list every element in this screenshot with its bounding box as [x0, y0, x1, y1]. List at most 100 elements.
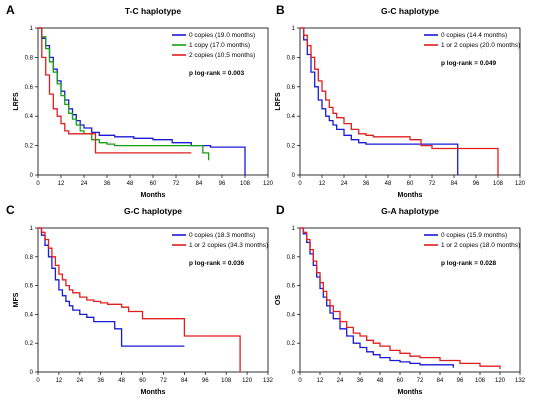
x-tick-label: 24: [337, 378, 344, 384]
y-tick-label: 1: [292, 26, 296, 32]
panel-letter: D: [276, 203, 285, 217]
x-tick-label: 24: [341, 181, 348, 187]
legend-entry: 0 copies (14.4 months): [441, 32, 507, 39]
x-tick-label: 108: [240, 181, 251, 187]
y-tick-label: 0.8: [287, 55, 296, 61]
x-tick-label: 96: [457, 378, 464, 384]
chart-panel-c: C G-C haplotype 0 12 24 36 48 60 72 84 96 108 120 132…: [6, 203, 274, 396]
x-tick-label: 120: [263, 181, 274, 187]
y-tick-label: 0.4: [25, 312, 34, 318]
x-tick-label: 12: [317, 378, 324, 384]
y-tick-label: 0.4: [25, 114, 34, 120]
x-tick-label: 96: [202, 378, 209, 384]
x-tick-label: 48: [377, 378, 384, 384]
p-value-label: p log-rank = 0.036: [189, 260, 244, 267]
legend-entry: 1 copy (17.0 months): [189, 42, 250, 49]
x-tick-label: 96: [219, 181, 226, 187]
series-line-0: [38, 227, 185, 347]
x-tick-label: 0: [36, 378, 40, 384]
series-line-1: [300, 27, 499, 175]
x-tick-label: 72: [160, 378, 167, 384]
y-tick-label: 0.6: [287, 85, 296, 91]
y-tick-label: 0.8: [25, 255, 34, 261]
x-tick-label: 72: [417, 378, 424, 384]
legend-entry: 1 or 2 copies (34.3 months): [189, 242, 268, 249]
chart-title: G-A haplotype: [381, 206, 439, 216]
y-tick-label: 0.8: [25, 55, 34, 61]
x-tick-label: 120: [242, 378, 253, 384]
x-tick-label: 84: [181, 378, 188, 384]
y-tick-label: 1: [30, 26, 34, 32]
x-tick-label: 0: [298, 181, 302, 187]
y-tick-label: 0.6: [25, 284, 34, 290]
x-tick-label: 60: [397, 378, 404, 384]
legend-entry: 1 or 2 copies (20.0 months): [441, 42, 520, 49]
x-tick-label: 108: [493, 181, 504, 187]
x-tick-label: 108: [221, 378, 232, 384]
legend-entry: 1 or 2 copies (18.0 months): [441, 242, 520, 249]
x-tick-label: 0: [36, 181, 40, 187]
x-tick-label: 108: [475, 378, 486, 384]
x-tick-label: 12: [56, 378, 63, 384]
chart-panel-d: D G-A haplotype 0 12 24 36 48 60 72 84 96 108 120 132…: [275, 203, 526, 396]
y-axis-label: OS: [275, 295, 282, 305]
series-line-1: [38, 227, 241, 372]
x-tick-label: 132: [515, 378, 526, 384]
chart-panel-a: A T-C haplotype 0 12 24 36 48 60 72 84 96 108 120 0 0.…: [6, 3, 274, 199]
x-axis-label: Months: [398, 192, 423, 199]
x-tick-label: 132: [263, 378, 274, 384]
legend-entry: 0 copies (19.0 months): [189, 32, 255, 39]
y-tick-label: 0.2: [287, 341, 296, 347]
x-tick-label: 12: [58, 181, 65, 187]
x-tick-label: 72: [173, 181, 180, 187]
legend-entry: 0 copies (18.3 months): [189, 232, 255, 239]
x-axis-label: Months: [141, 389, 166, 396]
x-tick-label: 84: [437, 378, 444, 384]
y-tick-label: 0: [292, 370, 296, 376]
y-tick-label: 0.4: [287, 114, 296, 120]
y-tick-label: 0: [30, 173, 34, 179]
y-tick-label: 1: [292, 226, 296, 232]
y-tick-label: 0: [292, 173, 296, 179]
y-tick-label: 0.2: [25, 144, 34, 150]
series-line-1: [300, 227, 501, 370]
x-tick-label: 36: [363, 181, 370, 187]
x-tick-label: 120: [515, 181, 526, 187]
x-tick-label: 36: [357, 378, 364, 384]
x-axis-label: Months: [398, 389, 423, 396]
series-line-1: [38, 27, 210, 161]
panel-letter: A: [6, 3, 15, 17]
y-tick-label: 0.2: [25, 341, 34, 347]
series-line-0: [300, 227, 454, 368]
plot-frame: [37, 227, 269, 373]
x-tick-label: 48: [127, 181, 134, 187]
chart-title: G-C haplotype: [124, 206, 182, 216]
x-tick-label: 48: [385, 181, 392, 187]
plot-frame: [299, 227, 521, 373]
p-value-label: p log-rank = 0.028: [441, 260, 496, 267]
x-tick-label: 84: [196, 181, 203, 187]
x-tick-label: 72: [429, 181, 436, 187]
x-axis-label: Months: [141, 192, 166, 199]
series-line-2: [38, 27, 192, 154]
x-tick-label: 84: [451, 181, 458, 187]
y-tick-label: 0.2: [287, 144, 296, 150]
x-tick-label: 24: [81, 181, 88, 187]
panel-letter: C: [6, 203, 15, 217]
p-value-label: p log-rank = 0.003: [189, 70, 244, 77]
chart-panel-b: B G-C haplotype 0 12 24 36 48 60 72 84 96 108 120 0 0.…: [275, 3, 526, 199]
x-tick-label: 96: [473, 181, 480, 187]
panel-letter: B: [276, 3, 285, 17]
series-line-0: [38, 27, 246, 175]
y-tick-label: 0.6: [25, 85, 34, 91]
x-tick-label: 120: [495, 378, 506, 384]
x-tick-label: 36: [104, 181, 111, 187]
x-tick-label: 36: [97, 378, 104, 384]
y-tick-label: 0.8: [287, 255, 296, 261]
p-value-label: p log-rank = 0.049: [441, 60, 496, 67]
y-axis-label: MFS: [13, 292, 20, 307]
y-tick-label: 0: [30, 370, 34, 376]
y-tick-label: 1: [30, 226, 34, 232]
x-tick-label: 60: [407, 181, 414, 187]
legend-entry: 2 copies (10.5 months): [189, 52, 255, 59]
